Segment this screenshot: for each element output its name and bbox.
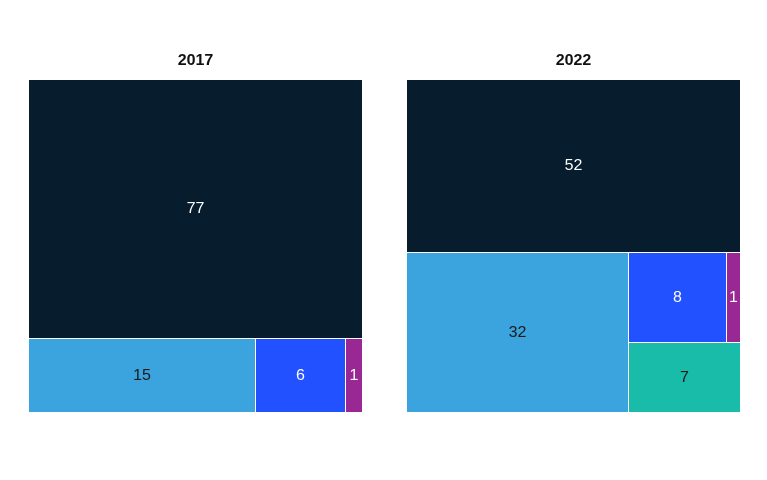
treemap-cell-label: 6 [296, 366, 305, 384]
treemap-cell-label: 1 [729, 288, 738, 306]
treemap-cell: 32 [407, 252, 628, 412]
treemap-cell-label: 15 [133, 366, 151, 384]
treemap-cell: 1 [726, 252, 740, 342]
treemap-cell: 52 [407, 80, 740, 252]
chart-title-2022: 2022 [555, 52, 592, 69]
treemap-cell: 15 [29, 338, 255, 412]
treemap-cell-label: 8 [673, 288, 682, 306]
treemap-cell-label: 52 [564, 157, 583, 174]
treemap-2022: 52 32 8 1 7 [407, 80, 740, 412]
treemap-cell: 7 [628, 342, 740, 412]
treemap-cell-label: 7 [680, 368, 689, 386]
treemap-cell: 1 [345, 338, 362, 412]
treemap-cell: 77 [29, 80, 362, 338]
treemap-cell-label: 77 [186, 200, 205, 217]
treemap-cell-label: 1 [349, 366, 359, 384]
chart-title-2017: 2017 [177, 52, 214, 69]
treemap-2017: 77 15 6 1 [29, 80, 362, 412]
treemap-cell-label: 32 [508, 323, 527, 341]
treemap-cell: 8 [628, 252, 726, 342]
treemap-cell: 6 [255, 338, 345, 412]
